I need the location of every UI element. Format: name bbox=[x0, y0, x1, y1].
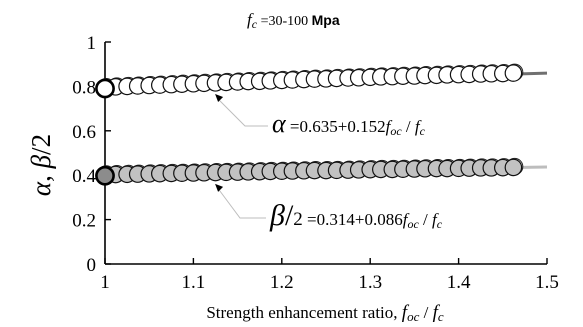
x-axis-label: Strength enhancement ratio, foc / fc bbox=[206, 302, 444, 324]
annotation-alpha-leader bbox=[218, 99, 268, 127]
x-label-sub2: c bbox=[438, 309, 444, 324]
y-tick-label: 0.6 bbox=[72, 122, 96, 143]
data-point-origin bbox=[95, 165, 115, 186]
y-label-div: /2 bbox=[26, 134, 56, 155]
annotation-beta-sub1: oc bbox=[407, 217, 419, 231]
annotation-alpha-f2: f bbox=[415, 117, 422, 136]
chart-title: fc =30-100 Mpa bbox=[247, 10, 340, 31]
x-label-f2: f bbox=[433, 302, 441, 323]
x-label-f1: f bbox=[402, 302, 410, 323]
annotation-beta: β/2 =0.314+0.086foc / fc bbox=[215, 183, 443, 232]
annotation-beta-sub2: c bbox=[437, 217, 443, 231]
y-axis-label: α, β/2 bbox=[26, 134, 56, 196]
title-f: f bbox=[247, 10, 254, 29]
y-ticks: 0 0.2 0.4 0.6 0.8 1 bbox=[72, 33, 111, 276]
x-label-text: Strength enhancement ratio, bbox=[206, 303, 401, 322]
y-label-alpha: α bbox=[26, 181, 56, 196]
x-tick-label: 1.2 bbox=[270, 272, 294, 293]
annotation-beta-arrowhead bbox=[215, 183, 224, 192]
annotation-beta-f2: f bbox=[432, 210, 439, 229]
annotation-alpha-arrowhead bbox=[215, 93, 224, 102]
y-tick-label: 0.4 bbox=[72, 166, 96, 187]
annotation-beta-two: 2 bbox=[293, 209, 303, 230]
y-tick-label: 1 bbox=[87, 33, 97, 54]
series-layer bbox=[95, 63, 524, 186]
annotation-alpha-slash: / bbox=[402, 117, 415, 136]
series-0 bbox=[95, 63, 524, 99]
data-point bbox=[504, 158, 523, 177]
x-tick-label: 1 bbox=[100, 272, 110, 293]
annotation-alpha-f1: f bbox=[386, 117, 393, 136]
annotation-alpha: α =0.635+0.152foc / fc bbox=[215, 93, 426, 138]
annotation-beta-text: β/2 =0.314+0.086foc / fc bbox=[269, 199, 443, 232]
annotation-alpha-eq: =0.635+0.152 bbox=[286, 117, 386, 136]
x-tick-label: 1.3 bbox=[358, 272, 382, 293]
annotation-alpha-lhs: α bbox=[272, 109, 287, 138]
data-point bbox=[504, 64, 523, 82]
annotation-beta-lhs: β bbox=[269, 199, 285, 232]
series-1 bbox=[95, 157, 524, 186]
y-label-beta: β bbox=[26, 154, 56, 169]
x-tick-label: 1.5 bbox=[535, 272, 559, 293]
annotation-beta-leader bbox=[218, 189, 266, 219]
title-unit: Mpa bbox=[312, 12, 340, 28]
annotation-beta-slash: / bbox=[419, 210, 432, 229]
x-tick-label: 1.4 bbox=[447, 272, 471, 293]
annotation-beta-eq: =0.314+0.086 bbox=[303, 210, 403, 229]
y-tick-label: 0 bbox=[87, 255, 97, 276]
y-label-comma: , bbox=[26, 168, 56, 182]
x-label-sub1: oc bbox=[407, 309, 420, 324]
x-label-slash: / bbox=[419, 303, 432, 322]
title-range: =30-100 bbox=[257, 14, 312, 29]
x-ticks: 1 1.1 1.2 1.3 1.4 1.5 bbox=[100, 258, 559, 293]
y-tick-label: 0.2 bbox=[72, 211, 96, 232]
x-tick-label: 1.1 bbox=[182, 272, 206, 293]
y-tick-label: 0.8 bbox=[72, 77, 96, 98]
annotation-alpha-text: α =0.635+0.152foc / fc bbox=[272, 109, 426, 138]
data-point-origin bbox=[95, 78, 115, 99]
annotation-beta-f1: f bbox=[403, 210, 410, 229]
title-sub: c bbox=[252, 17, 258, 31]
annotation-alpha-sub1: oc bbox=[390, 124, 402, 138]
annotation-beta-slash-sym: / bbox=[285, 199, 294, 232]
annotation-alpha-sub2: c bbox=[420, 124, 426, 138]
